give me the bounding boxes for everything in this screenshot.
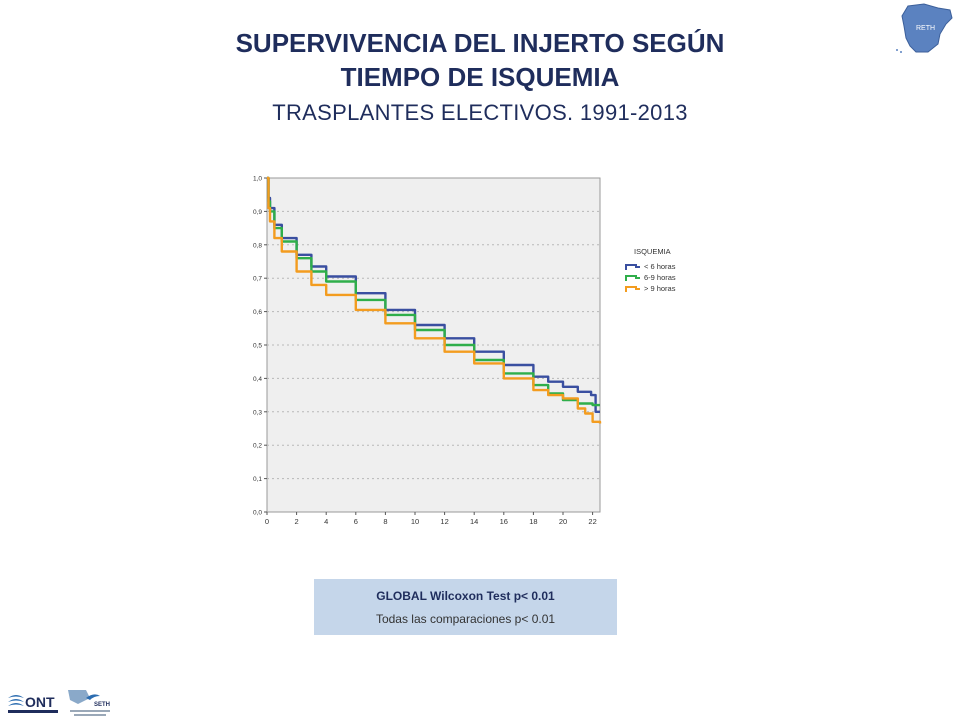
y-tick-label: 1,0 (253, 176, 262, 183)
series-line-1 (267, 176, 600, 407)
chart-subtitle: TRASPLANTES ELECTIVOS. 1991-2013 (272, 100, 688, 125)
x-tick-label: 20 (559, 517, 567, 526)
y-tick-label: 0,9 (253, 209, 262, 216)
stats-global-test: GLOBAL Wilcoxon Test p< 0.01 (376, 589, 555, 603)
x-tick-label: 22 (588, 517, 596, 526)
legend-swatch-0 (625, 264, 640, 270)
stats-comparisons: Todas las comparaciones p< 0.01 (375, 612, 556, 626)
y-tick-label: 0,3 (253, 409, 262, 416)
map-logo-text: RETH (916, 25, 935, 32)
y-tick-label: 0,4 (253, 376, 262, 383)
y-tick-label: 0,0 (253, 510, 262, 517)
x-tick-label: 12 (440, 517, 448, 526)
x-tick-label: 4 (324, 517, 328, 526)
legend-label-1: 6-9 horas (644, 273, 676, 282)
chart-title-line2: TIEMPO DE ISQUEMIA (340, 62, 620, 92)
x-tick-label: 6 (354, 517, 358, 526)
x-tick-label: 2 (295, 517, 299, 526)
spain-map-logo: RETH (896, 3, 953, 53)
y-tick-label: 0,5 (253, 343, 262, 350)
y-tick-label: 0,8 (253, 242, 262, 249)
chart-title-line1: SUPERVIVENCIA DEL INJERTO SEGÚN (235, 28, 725, 58)
x-tick-label: 10 (411, 517, 419, 526)
stats-box: GLOBAL Wilcoxon Test p< 0.01 Todas las c… (314, 579, 617, 635)
x-tick-label: 8 (383, 517, 387, 526)
y-tick-label: 0,7 (253, 276, 262, 283)
x-tick-label: 14 (470, 517, 478, 526)
survival-chart: 0,0 0,1 0,2 0,3 0,4 0,5 0,6 0,7 0,8 0,9 1,0 0 2 4 6 8 10… (253, 176, 676, 527)
legend-swatch-1 (625, 275, 640, 281)
legend-label-0: < 6 horas (644, 262, 676, 271)
x-tick-label: 16 (500, 517, 508, 526)
ont-logo: ONT (8, 694, 58, 713)
legend-title: ISQUEMIA (634, 247, 671, 256)
y-tick-label: 0,2 (253, 443, 262, 450)
y-tick-label: 0,1 (253, 476, 262, 483)
series-line-2 (267, 176, 602, 424)
x-tick-label: 18 (529, 517, 537, 526)
legend-swatch-2 (625, 286, 640, 292)
legend-label-2: > 9 horas (644, 284, 676, 293)
seth-logo: SETH (64, 686, 118, 718)
ont-logo-text: ONT (25, 694, 55, 710)
x-tick-label: 0 (265, 517, 269, 526)
y-tick-label: 0,6 (253, 309, 262, 316)
seth-logo-text: SETH (94, 702, 110, 708)
